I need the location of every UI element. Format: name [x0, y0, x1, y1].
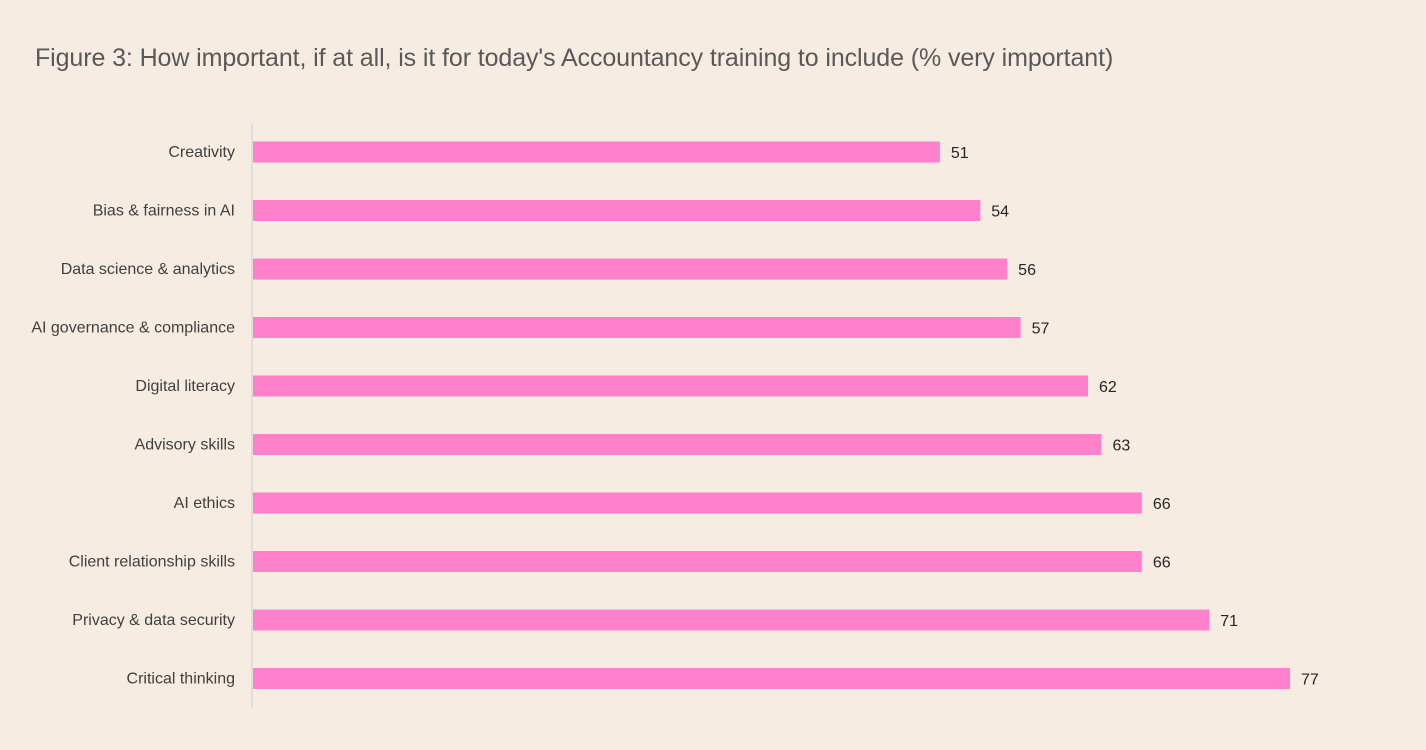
data-label: 63 [1112, 438, 1130, 455]
data-label: 56 [1018, 262, 1036, 279]
category-label: Bias & fairness in AI [93, 203, 235, 220]
bar [253, 492, 1142, 514]
data-label: 66 [1153, 555, 1171, 572]
bar [253, 200, 981, 221]
category-label: Data science & analytics [61, 261, 235, 278]
data-label: 57 [1032, 321, 1050, 338]
bars-layer [253, 141, 1290, 689]
category-label: AI governance & compliance [31, 320, 235, 337]
category-label: Critical thinking [127, 671, 235, 688]
category-label: Client relationship skills [69, 554, 235, 571]
bar [253, 434, 1102, 455]
category-label: Advisory skills [135, 437, 235, 454]
data-label: 77 [1301, 672, 1319, 689]
bar [253, 551, 1142, 572]
bar [253, 609, 1210, 631]
data-label: 54 [991, 204, 1009, 221]
chart-title: Figure 3: How important, if at all, is i… [35, 44, 1114, 72]
bar [253, 258, 1008, 280]
data-label: 62 [1099, 379, 1117, 396]
bar [253, 375, 1088, 397]
category-label: Creativity [168, 144, 235, 161]
bar [253, 317, 1021, 338]
data-label: 51 [951, 145, 969, 162]
bar [253, 668, 1290, 689]
category-label: Digital literacy [135, 378, 235, 395]
bar [253, 141, 940, 163]
category-label: AI ethics [174, 495, 235, 512]
data-label: 66 [1153, 496, 1171, 513]
labels-layer: Creativity 51 Bias & fairness in AI 54 Data … [31, 144, 1319, 689]
category-label: Privacy & data security [72, 612, 235, 629]
data-label: 71 [1220, 613, 1238, 630]
